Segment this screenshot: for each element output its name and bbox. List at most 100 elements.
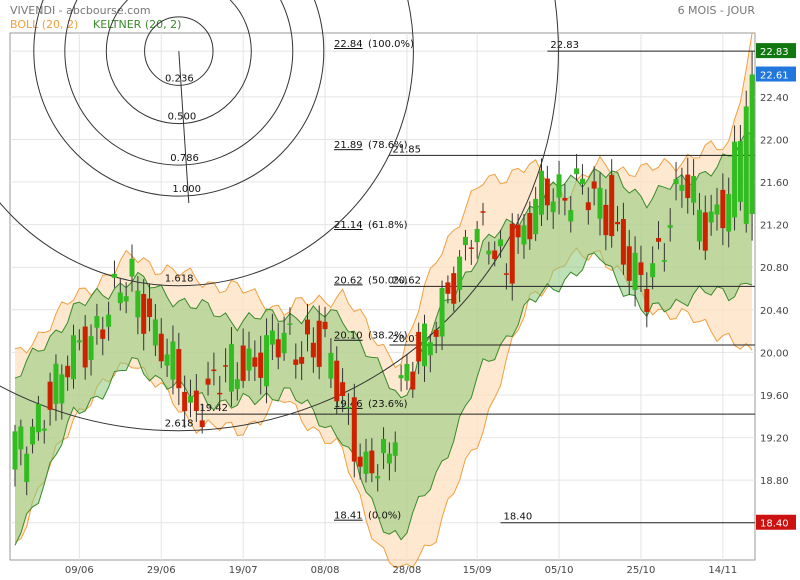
candle-up[interactable] <box>427 342 433 356</box>
candle-up[interactable] <box>386 453 392 464</box>
candle-down[interactable] <box>258 352 264 378</box>
candle-up[interactable] <box>281 332 287 354</box>
candle-up[interactable] <box>76 340 82 343</box>
candle-up[interactable] <box>18 426 24 450</box>
candle-down[interactable] <box>702 212 708 251</box>
candle-up[interactable] <box>462 236 468 246</box>
candle-down[interactable] <box>468 247 474 249</box>
candle-down[interactable] <box>451 273 457 304</box>
candle-down[interactable] <box>141 293 147 334</box>
candle-up[interactable] <box>533 198 539 235</box>
candle-up[interactable] <box>691 176 697 203</box>
candle-down[interactable] <box>100 329 106 339</box>
candle-down[interactable] <box>433 329 439 337</box>
candle-down[interactable] <box>158 333 164 362</box>
candle-up[interactable] <box>24 453 30 483</box>
candle-down[interactable] <box>275 339 281 358</box>
candle-down[interactable] <box>445 282 451 294</box>
candle-up[interactable] <box>650 263 656 278</box>
candle-down[interactable] <box>620 218 626 265</box>
candle-up[interactable] <box>398 375 404 379</box>
candle-up[interactable] <box>41 428 47 431</box>
candle-up[interactable] <box>708 211 714 223</box>
candle-up[interactable] <box>117 292 123 304</box>
candle-down[interactable] <box>603 204 609 236</box>
candle-up[interactable] <box>123 296 129 302</box>
candle-up[interactable] <box>667 225 673 228</box>
candle-down[interactable] <box>615 221 621 225</box>
candle-up[interactable] <box>88 336 94 360</box>
candle-up[interactable] <box>743 106 749 224</box>
candle-down[interactable] <box>492 250 498 260</box>
candle-down[interactable] <box>310 342 316 358</box>
candle-up[interactable] <box>188 396 193 403</box>
candle-up[interactable] <box>228 344 234 392</box>
candle-down[interactable] <box>544 178 550 206</box>
candle-up[interactable] <box>422 323 427 367</box>
candle-down[interactable] <box>515 224 521 238</box>
candle-down[interactable] <box>410 371 416 390</box>
fibonacci-arc[interactable] <box>0 0 559 432</box>
fibonacci-arc[interactable] <box>33 0 325 197</box>
fibonacci-arc[interactable] <box>105 0 252 125</box>
candle-down[interactable] <box>656 238 661 242</box>
candle-down[interactable] <box>217 392 223 395</box>
candle-down[interactable] <box>609 175 615 237</box>
candle-up[interactable] <box>726 194 732 232</box>
candle-down[interactable] <box>322 321 328 330</box>
candle-down[interactable] <box>176 349 182 389</box>
candle-down[interactable] <box>305 319 310 335</box>
candle-up[interactable] <box>737 140 743 202</box>
candle-down[interactable] <box>480 211 486 213</box>
candle-up[interactable] <box>170 341 176 380</box>
candle-down[interactable] <box>316 320 322 367</box>
candle-down[interactable] <box>591 181 597 189</box>
candle-up[interactable] <box>106 314 112 327</box>
fibonacci-arc[interactable] <box>64 0 294 166</box>
candle-down[interactable] <box>293 359 299 365</box>
candle-up[interactable] <box>381 438 387 454</box>
candle-down[interactable] <box>47 381 53 410</box>
candle-down[interactable] <box>334 360 340 402</box>
candle-up[interactable] <box>597 187 603 219</box>
candle-down[interactable] <box>369 450 375 474</box>
candle-up[interactable] <box>521 225 527 245</box>
candle-up[interactable] <box>269 330 275 345</box>
candle-down[interactable] <box>509 223 515 284</box>
candle-down[interactable] <box>562 197 568 201</box>
candle-up[interactable] <box>673 179 679 185</box>
candle-down[interactable] <box>147 298 153 318</box>
candle-up[interactable] <box>164 354 170 366</box>
candle-up[interactable] <box>474 228 480 243</box>
candle-up[interactable] <box>375 476 381 479</box>
candle-up[interactable] <box>264 335 270 387</box>
candle-up[interactable] <box>363 451 369 474</box>
candle-up[interactable] <box>550 201 556 213</box>
candle-down[interactable] <box>351 397 357 462</box>
candle-up[interactable] <box>59 374 65 404</box>
candle-up[interactable] <box>129 258 135 277</box>
candle-up[interactable] <box>457 256 463 290</box>
candle-up[interactable] <box>30 426 36 445</box>
candle-down[interactable] <box>211 369 217 372</box>
candle-down[interactable] <box>626 246 632 281</box>
candle-down[interactable] <box>527 213 533 240</box>
candle-down[interactable] <box>299 357 305 364</box>
candle-up[interactable] <box>439 288 445 337</box>
candle-down[interactable] <box>65 365 71 378</box>
candle-down[interactable] <box>182 391 188 412</box>
candle-down[interactable] <box>223 365 229 367</box>
candle-up[interactable] <box>12 431 18 470</box>
candle-down[interactable] <box>82 326 88 368</box>
candle-down[interactable] <box>720 189 726 229</box>
fibonacci-arc[interactable] <box>0 0 414 287</box>
candle-down[interactable] <box>585 202 591 211</box>
candle-up[interactable] <box>94 316 100 328</box>
candle-up[interactable] <box>556 174 562 198</box>
candle-down[interactable] <box>357 456 363 467</box>
candle-up[interactable] <box>732 141 738 218</box>
candle-up[interactable] <box>749 74 755 214</box>
fibonacci-arc[interactable] <box>144 16 214 86</box>
candle-down[interactable] <box>685 174 691 199</box>
candle-down[interactable] <box>252 357 258 367</box>
